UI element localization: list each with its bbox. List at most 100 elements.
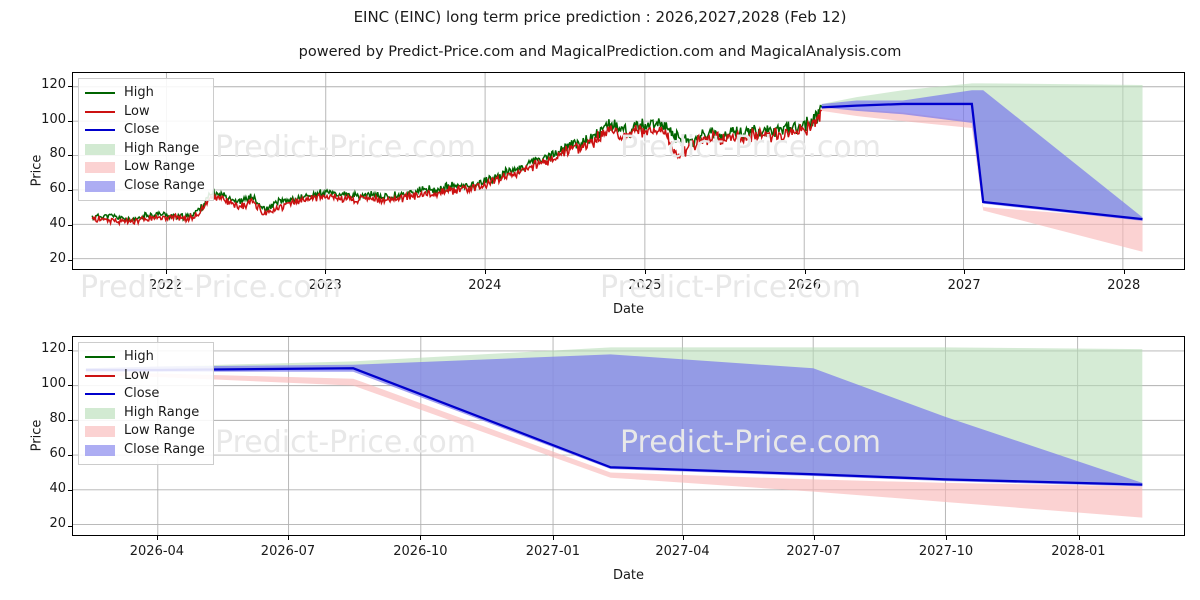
x-tick-mark [946, 536, 947, 540]
top-chart-canvas [73, 73, 1184, 269]
x-tick-mark [964, 270, 966, 274]
x-tick-label: 2026-10 [393, 544, 448, 559]
page-title: EINC (EINC) long term price prediction :… [353, 8, 847, 26]
top-plot-frame [72, 72, 1185, 270]
y-tick-label: 100 [41, 376, 66, 392]
legend-item-high[interactable]: High [85, 84, 205, 103]
x-tick-mark [1123, 270, 1125, 274]
legend-item-close[interactable]: Close [85, 385, 205, 404]
x-tick-label: 2027 [947, 278, 981, 293]
legend-item-low[interactable]: Low [85, 103, 205, 122]
x-tick-mark [420, 536, 422, 540]
y-tick-label: 80 [49, 146, 66, 162]
y-tick-mark [68, 190, 72, 192]
legend-patch-swatch [85, 179, 115, 193]
legend-patch-swatch [85, 424, 115, 438]
x-tick-mark [325, 270, 327, 274]
y-tick-mark [68, 350, 72, 351]
x-tick-label: 2027-10 [918, 544, 974, 559]
legend-item-low[interactable]: Low [85, 367, 205, 386]
x-tick-label: 2022 [149, 278, 183, 293]
legend-patch-swatch [85, 142, 115, 156]
swatch [85, 356, 115, 359]
x-tick-label: 2028-01 [1051, 544, 1106, 559]
x-tick-label: 2023 [308, 278, 342, 293]
swatch [85, 110, 115, 113]
y-tick-mark [68, 525, 72, 527]
legend-line-swatch [85, 105, 115, 119]
legend-item-high[interactable]: High [85, 348, 205, 367]
bottom-chart-panel [72, 336, 1185, 536]
y-tick-mark [68, 490, 72, 492]
legend-item-close-range[interactable]: Close Range [85, 441, 205, 460]
bottom-chart-canvas [73, 337, 1184, 535]
x-tick-mark [165, 270, 167, 274]
y-tick-label: 80 [49, 411, 66, 427]
swatch [85, 407, 115, 419]
legend-item-low-range[interactable]: Low Range [85, 158, 205, 177]
y-tick-mark [68, 259, 72, 261]
legend-item-label: Close Range [124, 177, 205, 193]
swatch [85, 162, 115, 174]
x-tick-mark [644, 270, 646, 274]
x-tick-mark [484, 270, 486, 274]
legend-item-label: High Range [124, 404, 200, 420]
x-tick-label: 2026-07 [260, 544, 316, 559]
x-tick-mark [813, 536, 815, 540]
y-tick-mark [68, 224, 72, 226]
legend-item-label: Close [124, 122, 160, 138]
legend-item-low-range[interactable]: Low Range [85, 422, 205, 441]
legend-item-label: Low [124, 103, 150, 119]
legend-item-close-range[interactable]: Close Range [85, 177, 205, 196]
legend-item-label: Low Range [124, 159, 195, 175]
y-tick-mark [68, 420, 72, 422]
x-tick-mark [288, 536, 289, 540]
y-tick-mark [68, 385, 72, 387]
legend-item-label: Low Range [124, 423, 195, 439]
page-subtitle: powered by Predict-Price.com and Magical… [298, 44, 902, 60]
legend-item-label: Low [124, 367, 150, 383]
legend-item-close[interactable]: Close [85, 121, 205, 140]
legend-patch-swatch [85, 160, 115, 174]
x-tick-label: 2027-07 [786, 544, 841, 559]
x-tick-label: 2024 [468, 278, 502, 293]
legend-item-high-range[interactable]: High Range [85, 404, 205, 423]
low-line [91, 109, 823, 227]
legend-item-high-range[interactable]: High Range [85, 140, 205, 159]
legend-item-label: Close [124, 386, 160, 402]
legend-item-label: Close Range [124, 441, 205, 457]
x-tick-mark [552, 536, 554, 540]
y-tick-label: 60 [49, 181, 66, 197]
swatch [85, 180, 115, 192]
x-tick-mark [157, 536, 158, 540]
legend-line-swatch [85, 387, 115, 401]
bottom-y-axis-label: Price [29, 419, 45, 452]
y-tick-label: 100 [41, 111, 66, 127]
swatch [85, 92, 115, 95]
legend-line-swatch [85, 123, 115, 137]
legend-line-swatch [85, 86, 115, 100]
legend-item-label: High Range [124, 140, 200, 156]
bottom-chart-legend[interactable]: High Low Close High Range Low Range Close Ran… [78, 342, 214, 465]
x-tick-label: 2026-04 [129, 544, 185, 559]
y-tick-label: 60 [49, 446, 66, 462]
y-tick-mark [68, 455, 72, 457]
y-tick-mark [68, 85, 72, 87]
y-tick-label: 120 [41, 341, 66, 357]
y-tick-label: 20 [49, 516, 66, 532]
y-tick-mark [68, 120, 72, 122]
x-tick-label: 2028 [1107, 278, 1141, 293]
high-line [91, 104, 823, 225]
top-chart-legend[interactable]: High Low Close High Range Low Range Close Ran… [78, 78, 214, 201]
y-tick-label: 20 [49, 250, 66, 266]
y-tick-mark [68, 155, 72, 157]
top-x-axis-label: Date [612, 302, 645, 317]
low-range-band [85, 371, 1143, 518]
close-range-band [821, 90, 1143, 221]
x-tick-label: 2025 [628, 278, 662, 293]
bottom-plot-frame [72, 336, 1185, 536]
y-tick-label: 40 [49, 481, 66, 497]
x-tick-mark [682, 536, 684, 540]
swatch [85, 426, 115, 438]
